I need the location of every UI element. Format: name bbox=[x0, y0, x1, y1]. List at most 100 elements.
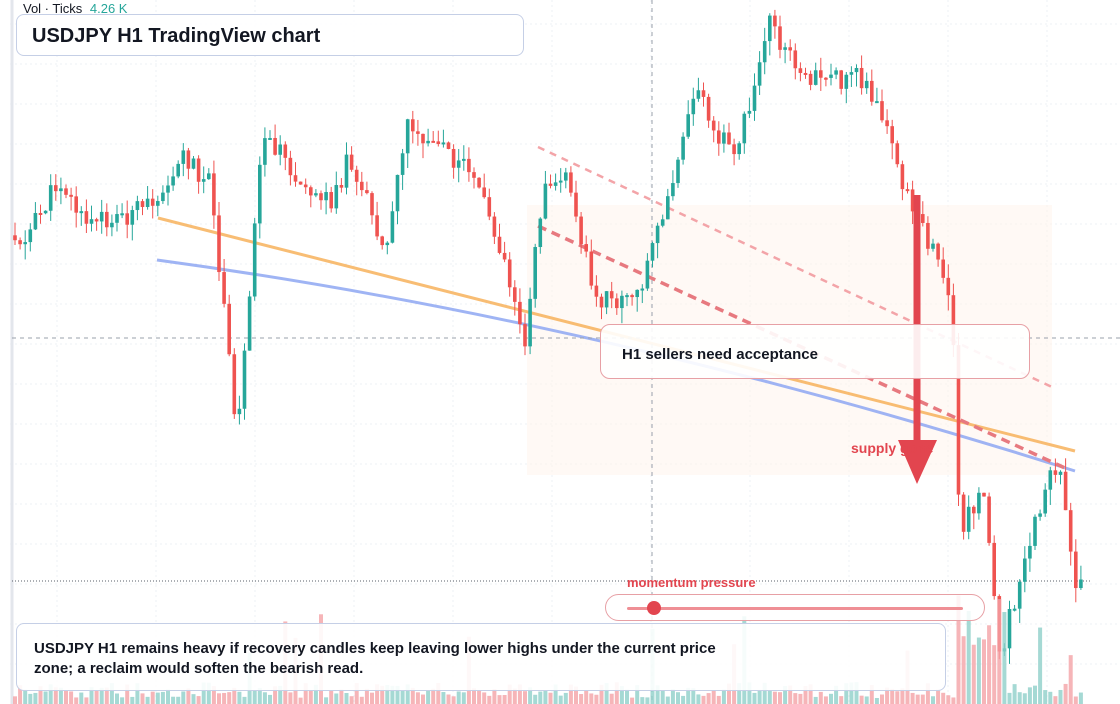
summary-text: USDJPY H1 remains heavy if recovery cand… bbox=[34, 640, 716, 677]
volume-bar bbox=[885, 687, 890, 704]
candle bbox=[365, 190, 369, 194]
candle bbox=[579, 216, 583, 245]
volume-bar bbox=[64, 689, 68, 704]
volume-bar bbox=[145, 696, 150, 704]
candle bbox=[416, 131, 420, 134]
candle bbox=[23, 242, 27, 245]
volume-bar bbox=[670, 689, 675, 704]
volume-bar bbox=[538, 691, 543, 704]
candle bbox=[553, 182, 558, 186]
candle bbox=[798, 68, 803, 73]
volume-bar bbox=[288, 692, 293, 704]
volume-bar bbox=[84, 697, 89, 704]
candle bbox=[247, 296, 252, 351]
volume-bar bbox=[405, 684, 410, 704]
candle bbox=[1023, 558, 1027, 582]
volume-bar bbox=[53, 687, 58, 704]
candle bbox=[859, 67, 864, 89]
volume-bar bbox=[686, 687, 691, 704]
candle bbox=[548, 183, 553, 186]
volume-bar bbox=[599, 684, 604, 704]
candle bbox=[977, 492, 981, 514]
candle bbox=[400, 153, 405, 175]
volume-bar bbox=[380, 685, 385, 704]
volume-bar bbox=[237, 691, 242, 704]
candle bbox=[895, 143, 900, 165]
volume-bar bbox=[48, 684, 53, 704]
volume-bar bbox=[273, 686, 278, 704]
volume-bar bbox=[533, 694, 538, 704]
candle bbox=[48, 185, 53, 211]
candle bbox=[615, 298, 619, 309]
candle bbox=[717, 130, 721, 144]
candle bbox=[528, 298, 532, 347]
volume-legend-value: 4.26 K bbox=[89, 1, 128, 16]
volume-bar bbox=[778, 692, 782, 704]
volume-bar bbox=[451, 696, 456, 704]
candle bbox=[1053, 470, 1058, 475]
candle bbox=[625, 295, 629, 298]
candle bbox=[543, 183, 548, 219]
volume-bar bbox=[640, 697, 645, 704]
candle bbox=[783, 47, 787, 50]
candle bbox=[502, 252, 507, 260]
volume-bar bbox=[910, 692, 915, 704]
candle bbox=[436, 141, 441, 145]
volume-bar bbox=[568, 684, 573, 704]
candle bbox=[288, 157, 293, 176]
volume-bar bbox=[196, 696, 201, 704]
volume-bar bbox=[829, 693, 833, 704]
candle bbox=[309, 187, 313, 196]
volume-bar bbox=[79, 692, 84, 704]
volume-bar bbox=[721, 689, 726, 704]
candle bbox=[819, 70, 823, 78]
candle bbox=[829, 74, 833, 78]
volume-bar bbox=[33, 692, 38, 704]
candle bbox=[864, 80, 869, 89]
volume-bar bbox=[1043, 690, 1048, 704]
volume-bar bbox=[487, 695, 492, 704]
candle bbox=[64, 188, 68, 195]
volume-bar bbox=[951, 697, 956, 704]
volume-legend-label: Vol · Ticks bbox=[23, 1, 83, 16]
candle bbox=[303, 184, 308, 188]
volume-bar bbox=[268, 694, 272, 704]
candle bbox=[834, 70, 838, 75]
candle bbox=[482, 187, 486, 198]
volume-bar bbox=[28, 693, 33, 704]
volume-bar bbox=[604, 683, 609, 704]
volume-bar bbox=[349, 696, 354, 704]
volume-bar bbox=[400, 690, 405, 704]
candle bbox=[411, 119, 415, 132]
candle bbox=[120, 213, 124, 216]
volume-bar bbox=[1027, 687, 1032, 704]
candle bbox=[788, 47, 792, 51]
volume-bar bbox=[410, 687, 415, 704]
volume-bar bbox=[691, 688, 696, 704]
candle bbox=[921, 214, 925, 223]
volume-bar bbox=[956, 595, 961, 704]
volume-bar bbox=[512, 688, 517, 704]
candle bbox=[89, 219, 94, 224]
volume-bar bbox=[125, 684, 130, 704]
volume-bar bbox=[334, 693, 339, 704]
candle bbox=[686, 114, 690, 137]
volume-bar bbox=[589, 693, 594, 704]
candle bbox=[462, 158, 466, 161]
candle bbox=[900, 164, 905, 190]
candle bbox=[711, 120, 716, 131]
candle bbox=[1063, 471, 1068, 511]
volume-bar bbox=[395, 685, 400, 704]
volume-bar bbox=[645, 697, 650, 704]
volume-bar bbox=[201, 682, 206, 704]
candle bbox=[972, 506, 976, 514]
volume-bar bbox=[385, 684, 390, 704]
candle bbox=[768, 15, 772, 42]
volume-bar bbox=[415, 692, 420, 704]
candle bbox=[905, 189, 910, 192]
volume-bar bbox=[303, 683, 308, 704]
candle bbox=[99, 211, 104, 222]
candle bbox=[982, 492, 986, 497]
candle bbox=[79, 211, 84, 214]
